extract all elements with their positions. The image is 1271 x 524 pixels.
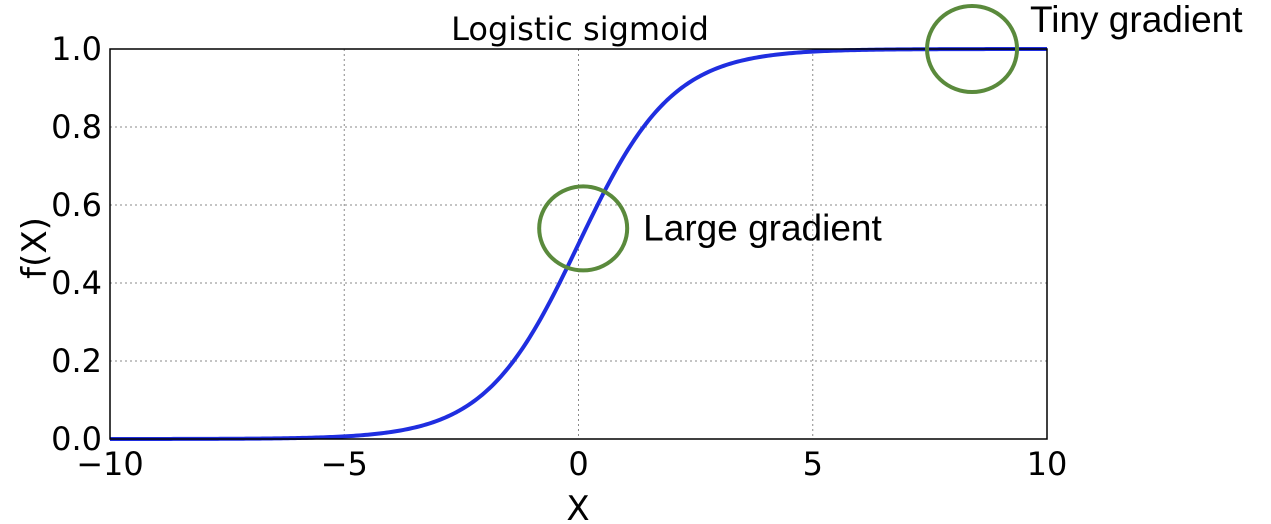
y-axis-label: f(X) [15, 217, 55, 279]
x-tick-label: 0 [568, 445, 588, 483]
large-gradient-label: Large gradient [643, 207, 882, 248]
tiny-gradient-label: Tiny gradient [1030, 0, 1243, 40]
x-tick-label: 10 [1027, 445, 1068, 483]
grid-lines [110, 49, 1047, 439]
x-tick-label: −5 [321, 445, 368, 483]
x-axis-ticks: −10 −5 0 5 10 [76, 445, 1067, 483]
x-tick-label: −10 [76, 445, 144, 483]
y-tick-label: 0.0 [51, 420, 102, 458]
x-axis-label: X [566, 489, 589, 524]
large-gradient-circle [537, 184, 630, 273]
y-tick-label: 0.4 [51, 264, 102, 302]
y-tick-label: 0.8 [51, 108, 102, 146]
chart-title: Logistic sigmoid [451, 10, 709, 48]
tiny-gradient-circle [925, 4, 1020, 94]
plot-frame [109, 48, 1048, 440]
y-tick-label: 0.2 [51, 342, 102, 380]
y-tick-label: 1.0 [51, 30, 102, 68]
x-tick-label: 5 [803, 445, 823, 483]
y-axis-ticks: 0.0 0.2 0.4 0.6 0.8 1.0 [51, 30, 102, 458]
annotation-layer: Large gradient Tiny gradient [537, 0, 1243, 273]
y-tick-label: 0.6 [51, 186, 102, 224]
